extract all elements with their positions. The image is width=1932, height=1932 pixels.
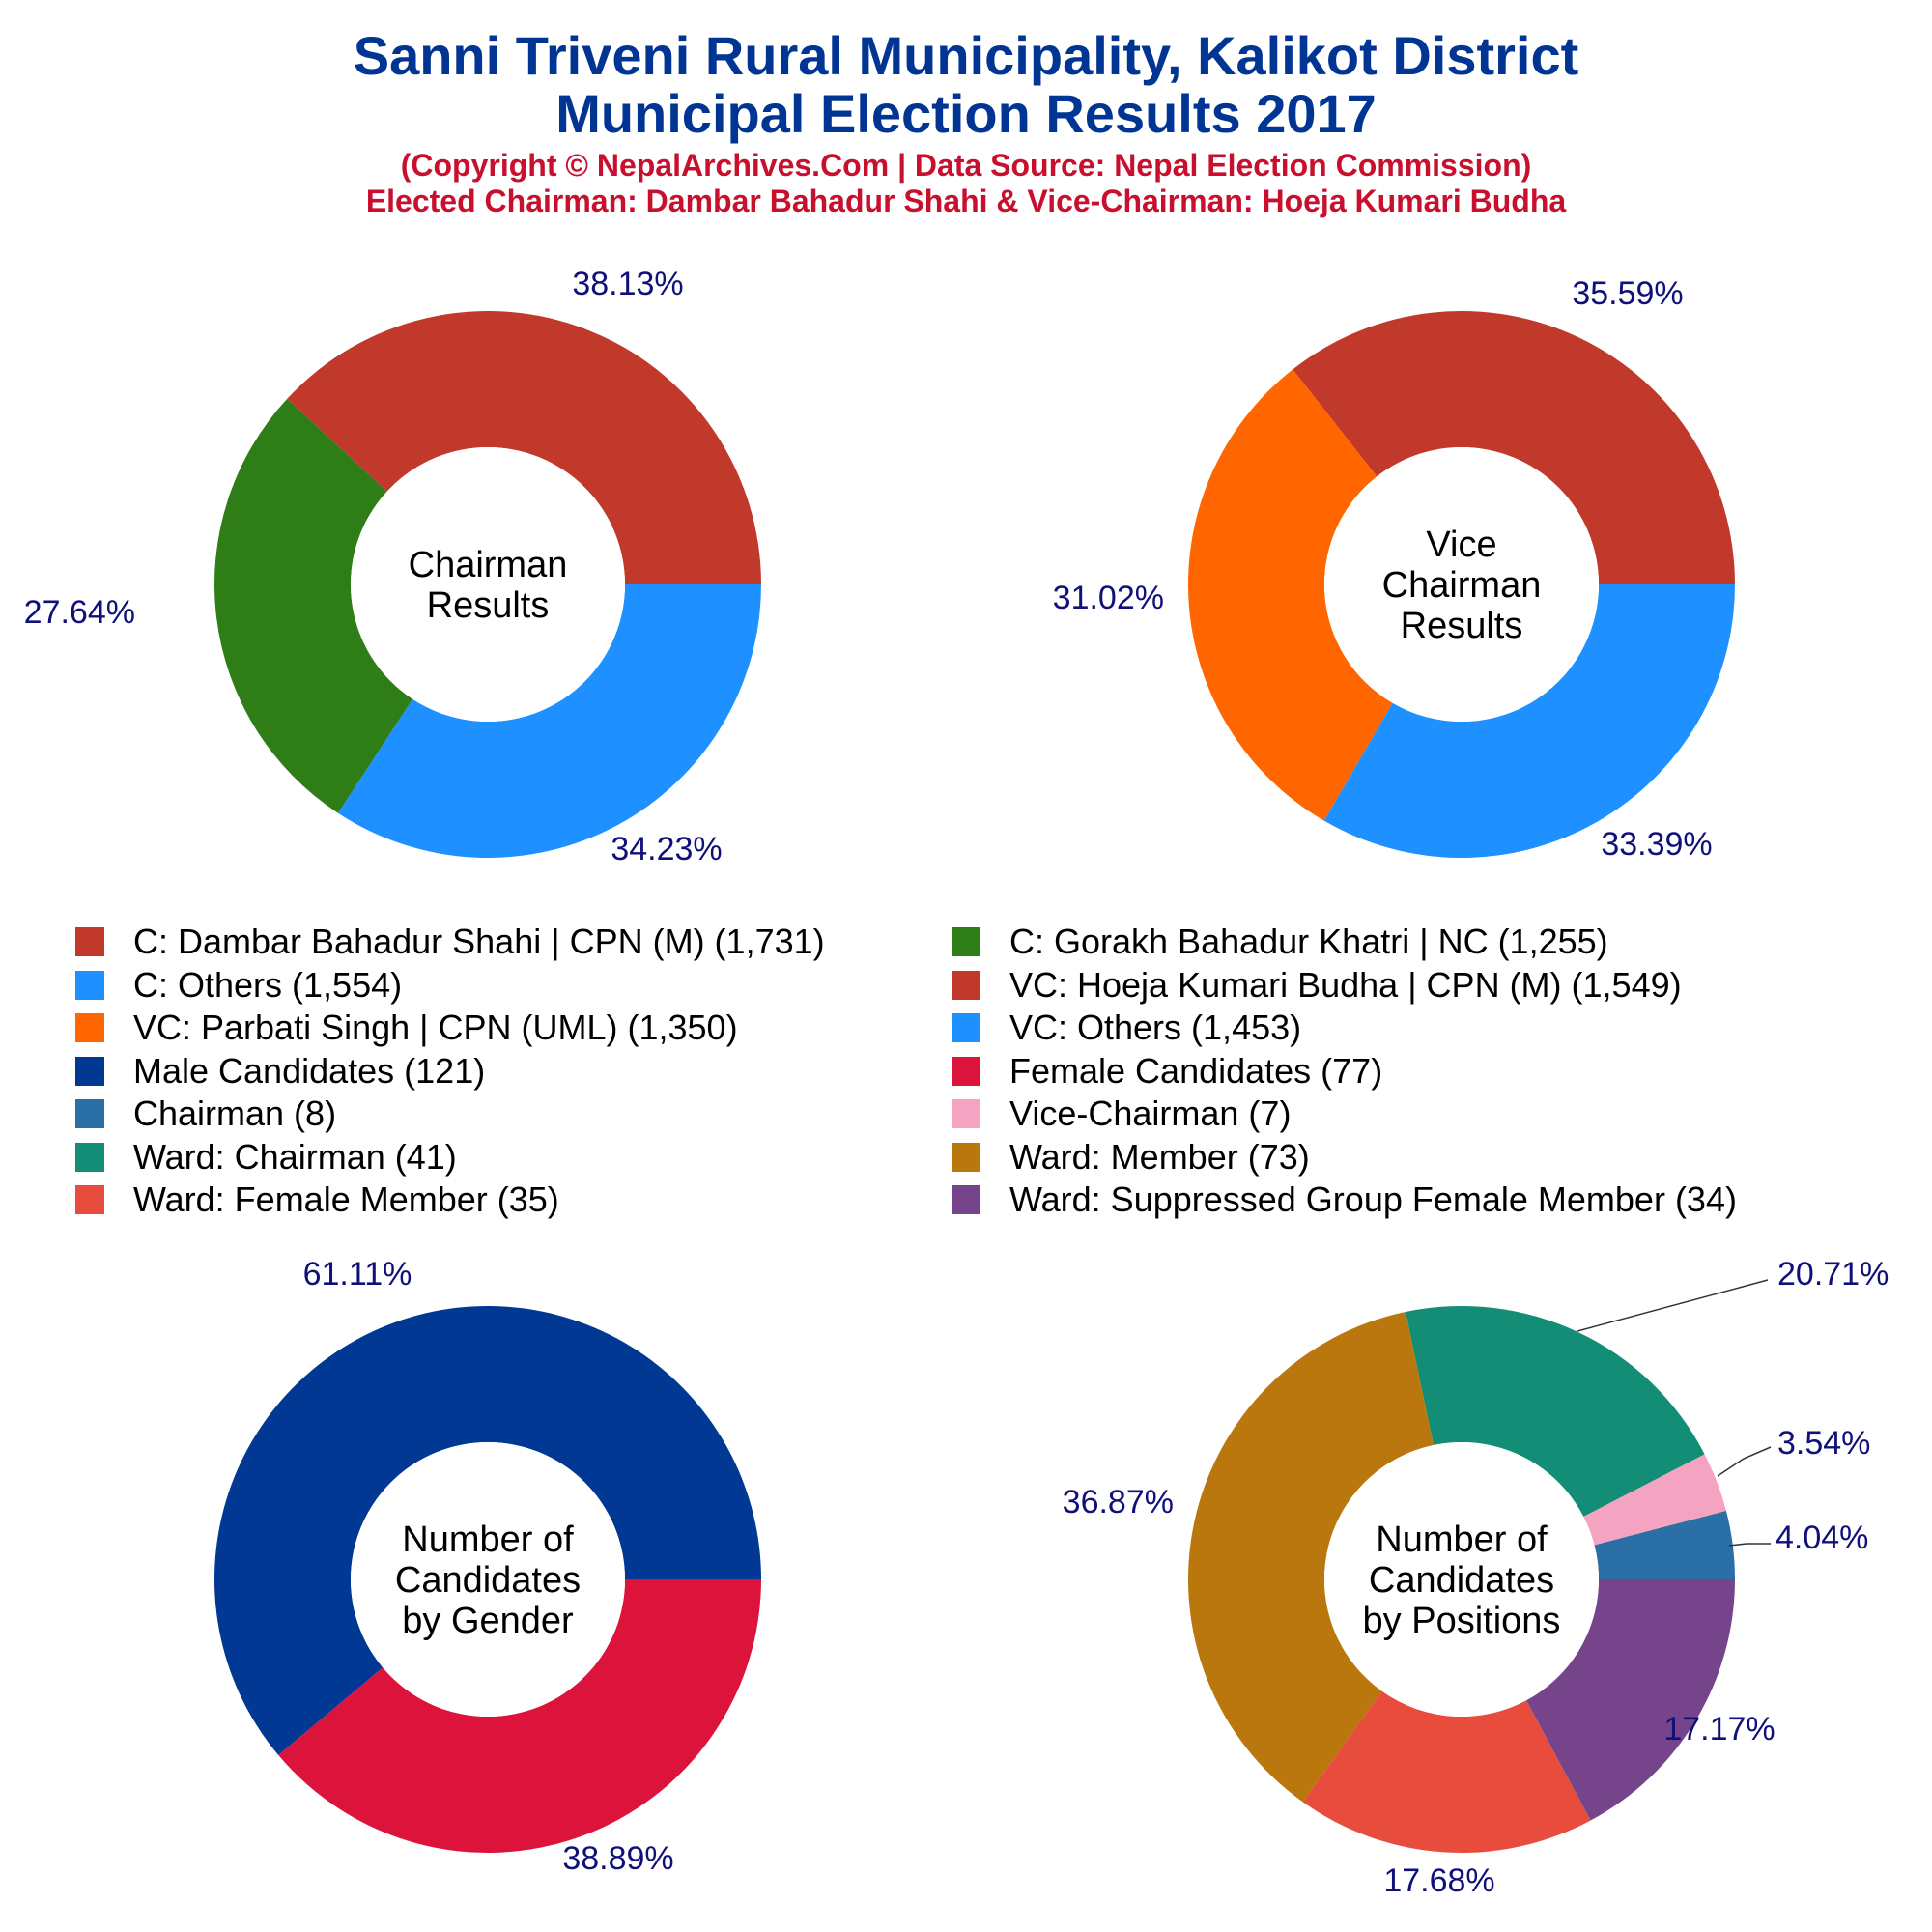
center-label: Results	[427, 585, 550, 626]
leader-line	[1717, 1446, 1772, 1477]
center-label: Chairman	[409, 545, 568, 585]
percent-label: 27.64%	[24, 594, 135, 631]
percent-label: 34.23%	[611, 831, 722, 867]
percent-label: 61.11%	[303, 1256, 412, 1293]
center-label: Number of	[1376, 1520, 1548, 1560]
pie-slice	[1583, 1454, 1726, 1546]
chart-title-line2: Municipal Election Results 2017	[555, 83, 1377, 144]
pie-slice	[1594, 1510, 1735, 1579]
percent-label: 17.68%	[1383, 1862, 1494, 1899]
chart-title-line1: Sanni Triveni Rural Municipality, Kaliko…	[353, 25, 1579, 86]
pie-slice	[1526, 1579, 1735, 1821]
percent-label: 33.39%	[1601, 826, 1712, 863]
pie-slice	[287, 311, 762, 584]
percent-label: 35.59%	[1572, 275, 1683, 312]
pie-slice	[213, 398, 413, 813]
center-label: Vice	[1426, 525, 1496, 565]
donut-hole	[351, 447, 625, 722]
pie-slice	[337, 584, 761, 858]
leader-line	[1577, 1279, 1769, 1332]
pie-slice	[1188, 369, 1393, 821]
pie-slice	[278, 1579, 761, 1853]
center-label: Chairman	[1382, 565, 1542, 606]
center-label: Number of	[402, 1520, 574, 1560]
center-label: Results	[1401, 606, 1523, 646]
chart-subtitle-line1: (Copyright © NepalArchives.Com | Data So…	[400, 148, 1532, 183]
center-label: by Gender	[402, 1601, 574, 1641]
pie-slice	[1187, 1311, 1434, 1803]
center-label: Candidates	[1369, 1560, 1554, 1601]
donut-hole	[1324, 1442, 1599, 1717]
center-label: by Positions	[1363, 1601, 1561, 1641]
pie-slice	[1406, 1306, 1705, 1517]
percent-label: 17.17%	[1663, 1711, 1775, 1747]
leader-line	[1728, 1543, 1771, 1547]
pie-slice	[1293, 311, 1735, 584]
percent-label: 20.71%	[1777, 1256, 1889, 1293]
percent-label: 38.89%	[562, 1840, 673, 1877]
pie-slice	[1302, 1690, 1591, 1853]
donut-hole	[1324, 447, 1599, 722]
donut-hole	[351, 1442, 625, 1717]
percent-label: 4.04%	[1776, 1520, 1868, 1556]
percent-label: 38.13%	[572, 266, 683, 302]
pie-slice	[1323, 584, 1735, 858]
chart-subtitle-line2: Elected Chairman: Dambar Bahadur Shahi &…	[365, 184, 1567, 218]
percent-label: 31.02%	[1053, 580, 1164, 616]
center-label: Candidates	[395, 1560, 581, 1601]
percent-label: 36.87%	[1063, 1484, 1174, 1520]
pie-slice	[213, 1306, 761, 1755]
percent-label: 3.54%	[1777, 1425, 1870, 1462]
